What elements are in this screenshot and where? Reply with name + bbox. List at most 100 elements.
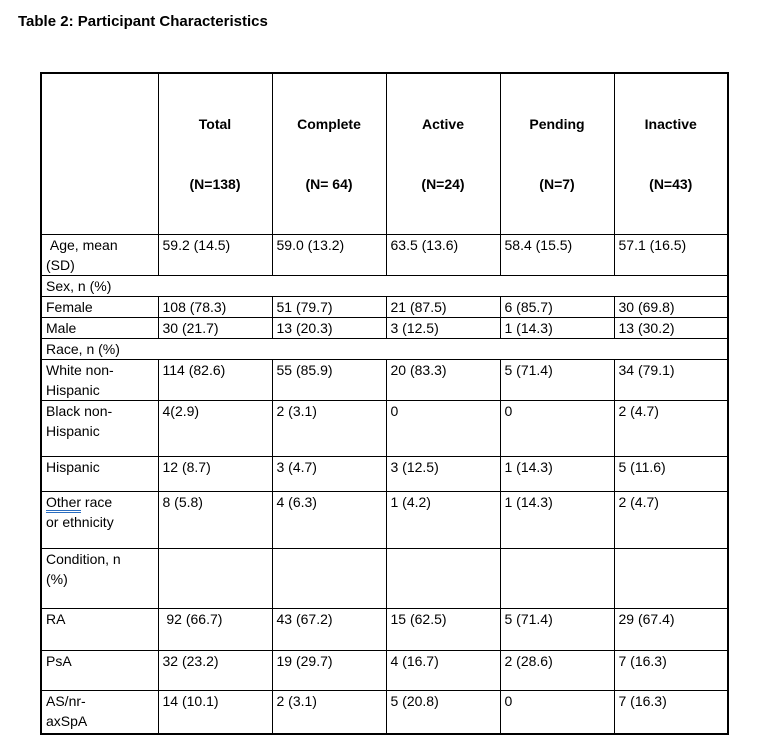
table-cell: 32 (23.2) — [157, 650, 273, 691]
table-row: PsA 32 (23.2) 19 (29.7) 4 (16.7) 2 (28.6) 7 (… — [40, 650, 729, 691]
row-label: Other race or ethnicity — [40, 491, 159, 549]
column-header-complete: Complete (N= 64) — [271, 72, 387, 235]
table-cell: 3 (4.7) — [271, 456, 387, 492]
column-header-active: Active (N=24) — [385, 72, 501, 235]
table-cell: 0 — [499, 400, 615, 457]
table-cell: 2 (3.1) — [271, 400, 387, 457]
table-cell: 6 (85.7) — [499, 296, 615, 318]
header-line1: Pending — [529, 116, 585, 132]
table-row: Female 108 (78.3) 51 (79.7) 21 (87.5) 6 (85.… — [40, 296, 729, 318]
header-line1: Active — [421, 116, 465, 132]
section-label: Sex, n (%) — [40, 275, 729, 297]
table-row: Black non- Hispanic 4(2.9) 2 (3.1) 0 0 2 (4.7… — [40, 400, 729, 457]
header-line1: Inactive — [644, 116, 697, 132]
table-cell: 1 (14.3) — [499, 456, 615, 492]
table-cell: 51 (79.7) — [271, 296, 387, 318]
table-cell: 0 — [499, 690, 615, 734]
table-cell: 1 (14.3) — [499, 491, 615, 549]
row-label: Black non- Hispanic — [40, 400, 159, 457]
table-cell: 63.5 (13.6) — [385, 234, 501, 276]
table-cell: 20 (83.3) — [385, 359, 501, 401]
table-cell — [385, 548, 501, 609]
table-header: Total (N=138) Complete (N= 64) Active (N… — [40, 72, 729, 235]
table-cell: 4 (6.3) — [271, 491, 387, 549]
table-cell: 1 (14.3) — [499, 317, 615, 339]
table-cell: 14 (10.1) — [157, 690, 273, 734]
table-cell: 114 (82.6) — [157, 359, 273, 401]
table-cell: 4 (16.7) — [385, 650, 501, 691]
table-cell: 57.1 (16.5) — [613, 234, 729, 276]
row-label: Female — [40, 296, 159, 318]
row-label: Hispanic — [40, 456, 159, 492]
column-header-pending: Pending (N=7) — [499, 72, 615, 235]
section-row: Race, n (%) — [40, 338, 729, 360]
table-cell: 43 (67.2) — [271, 608, 387, 651]
table-cell: 0 — [385, 400, 501, 457]
table-cell: 30 (69.8) — [613, 296, 729, 318]
page-title: Table 2: Participant Characteristics — [18, 13, 268, 30]
table-row: Hispanic 12 (8.7) 3 (4.7) 3 (12.5) 1 (14.3) 5… — [40, 456, 729, 492]
table-cell: 58.4 (15.5) — [499, 234, 615, 276]
table-cell: 21 (87.5) — [385, 296, 501, 318]
header-line2: (N=138) — [189, 176, 241, 192]
table-cell: 2 (3.1) — [271, 690, 387, 734]
table-cell: 59.2 (14.5) — [157, 234, 273, 276]
table-cell: 13 (30.2) — [613, 317, 729, 339]
table-cell: 1 (4.2) — [385, 491, 501, 549]
table-cell: 19 (29.7) — [271, 650, 387, 691]
table-row: Age, mean (SD) 59.2 (14.5) 59.0 (13.2) 63.5… — [40, 234, 729, 276]
table-cell: 5 (20.8) — [385, 690, 501, 734]
table-row: Male 30 (21.7) 13 (20.3) 3 (12.5) 1 (14.3) 13… — [40, 317, 729, 339]
table-row: RA 92 (66.7) 43 (67.2) 15 (62.5) 5 (71.4) 29… — [40, 608, 729, 651]
header-row: Total (N=138) Complete (N= 64) Active (N… — [40, 72, 729, 235]
table-cell: 59.0 (13.2) — [271, 234, 387, 276]
header-line1: Total — [198, 116, 232, 132]
table-cell: 8 (5.8) — [157, 491, 273, 549]
participant-characteristics-table: Total (N=138) Complete (N= 64) Active (N… — [40, 72, 729, 735]
row-label: Male — [40, 317, 159, 339]
table-cell: 7 (16.3) — [613, 690, 729, 734]
label-text: race or ethnicity — [46, 494, 114, 530]
table-cell: 7 (16.3) — [613, 650, 729, 691]
table-row: White non- Hispanic 114 (82.6) 55 (85.9) 20… — [40, 359, 729, 401]
row-label: RA — [40, 608, 159, 651]
table-row: Condition, n (%) — [40, 548, 729, 609]
row-label: Condition, n (%) — [40, 548, 159, 609]
table-cell: 3 (12.5) — [385, 317, 501, 339]
row-label: AS/nr- axSpA — [40, 690, 159, 734]
table-cell: 108 (78.3) — [157, 296, 273, 318]
table-cell: 3 (12.5) — [385, 456, 501, 492]
table-row: AS/nr- axSpA 14 (10.1) 2 (3.1) 5 (20.8) 0 7 (… — [40, 690, 729, 734]
table-cell: 2 (28.6) — [499, 650, 615, 691]
table-cell: 30 (21.7) — [157, 317, 273, 339]
underlined-word: Other — [46, 494, 82, 513]
section-label: Race, n (%) — [40, 338, 729, 360]
header-line2: (N=43) — [649, 176, 693, 192]
header-line2: (N= 64) — [305, 176, 353, 192]
table-cell — [271, 548, 387, 609]
table-cell — [157, 548, 273, 609]
table-cell: 55 (85.9) — [271, 359, 387, 401]
column-header-empty — [40, 72, 159, 235]
column-header-inactive: Inactive (N=43) — [613, 72, 729, 235]
table-cell — [613, 548, 729, 609]
table-cell: 4(2.9) — [157, 400, 273, 457]
row-label: Age, mean (SD) — [40, 234, 159, 276]
table-cell: 5 (11.6) — [613, 456, 729, 492]
table-cell: 2 (4.7) — [613, 491, 729, 549]
column-header-total: Total (N=138) — [157, 72, 273, 235]
table-cell: 12 (8.7) — [157, 456, 273, 492]
table-body: Age, mean (SD) 59.2 (14.5) 59.0 (13.2) 63.5… — [40, 234, 729, 734]
header-line1: Complete — [297, 116, 361, 132]
table-cell: 29 (67.4) — [613, 608, 729, 651]
row-label: PsA — [40, 650, 159, 691]
table-cell: 2 (4.7) — [613, 400, 729, 457]
header-line2: (N=24) — [421, 176, 465, 192]
table-cell: 5 (71.4) — [499, 608, 615, 651]
table-cell: 92 (66.7) — [157, 608, 273, 651]
table-cell — [499, 548, 615, 609]
section-row: Sex, n (%) — [40, 275, 729, 297]
table-cell: 15 (62.5) — [385, 608, 501, 651]
row-label: White non- Hispanic — [40, 359, 159, 401]
header-line2: (N=7) — [539, 176, 575, 192]
